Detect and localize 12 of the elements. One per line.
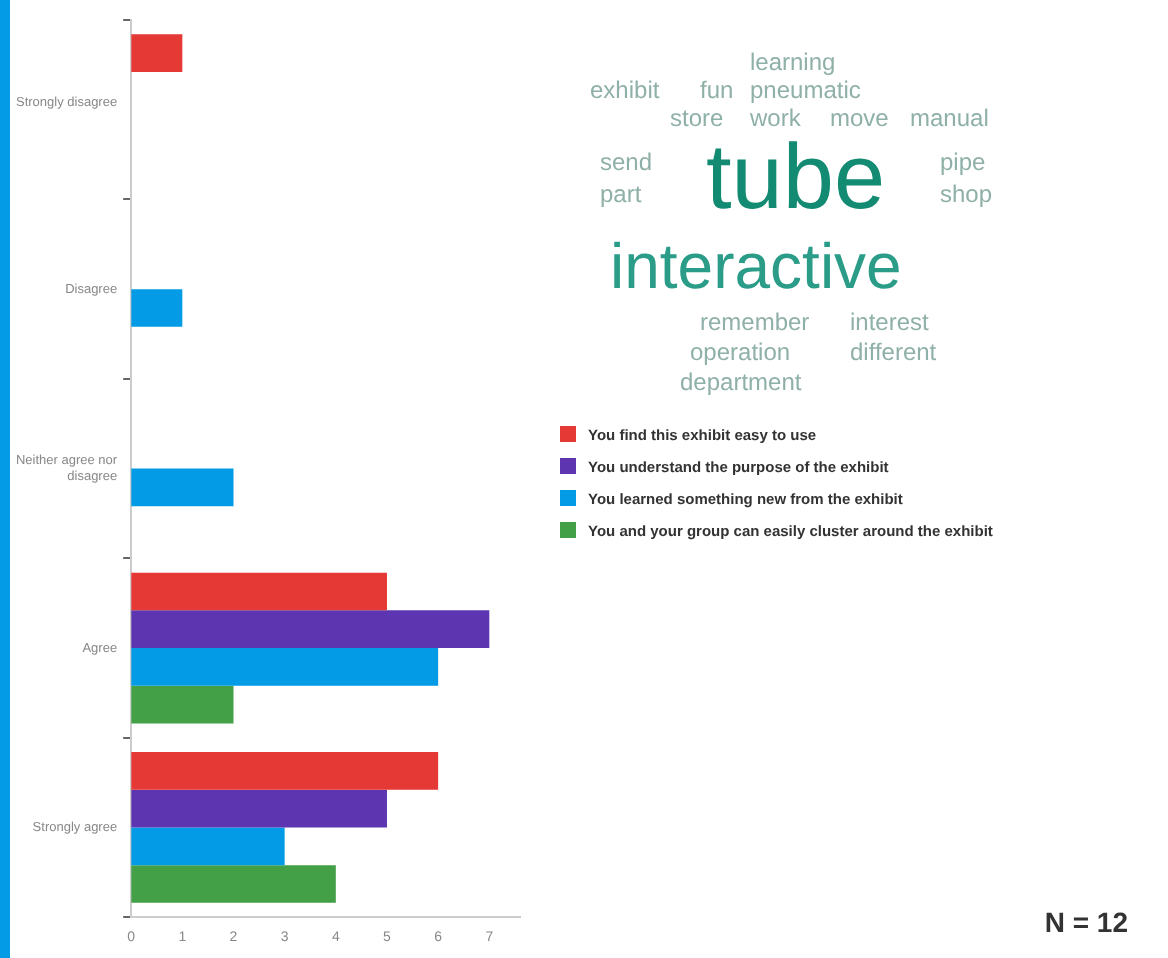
bar: [131, 289, 183, 327]
bar: [131, 789, 387, 828]
bar: [131, 865, 336, 903]
bar: [131, 827, 285, 866]
bar: [131, 610, 490, 649]
bar: [131, 648, 439, 686]
bar: [131, 34, 183, 73]
bar: [131, 752, 439, 790]
text: N = 12: [1044, 906, 1128, 938]
bar: [131, 468, 234, 507]
bar: [131, 572, 387, 611]
bar: [131, 685, 234, 724]
